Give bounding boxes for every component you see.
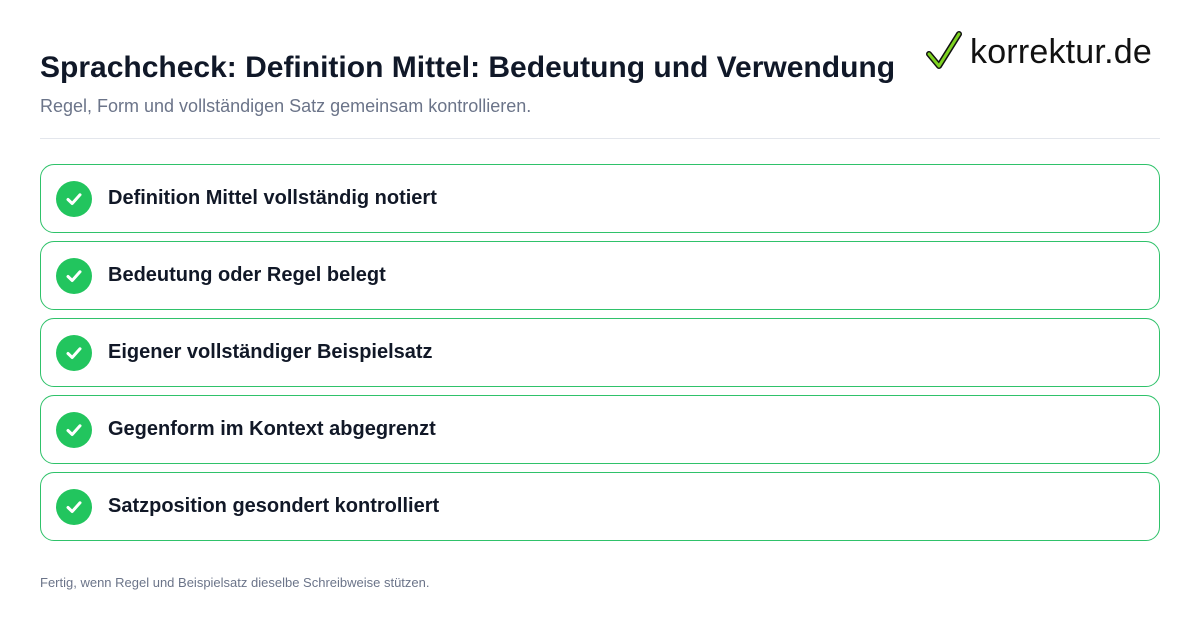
checklist: Definition Mittel vollständig notiert Be… bbox=[40, 164, 1160, 549]
page-header: Sprachcheck: Definition Mittel: Bedeutun… bbox=[40, 48, 920, 118]
checklist-item-label: Satzposition gesondert kontrolliert bbox=[108, 495, 440, 517]
checklist-item-label: Eigener vollständiger Beispielsatz bbox=[108, 341, 433, 363]
checkmark-icon bbox=[926, 31, 962, 69]
checklist-item-label: Definition Mittel vollständig notiert bbox=[108, 187, 437, 209]
check-circle-icon bbox=[56, 257, 92, 294]
checklist-item-label: Bedeutung oder Regel belegt bbox=[108, 264, 386, 286]
page-subtitle: Regel, Form und vollständigen Satz gemei… bbox=[40, 96, 532, 116]
footer-note: Fertig, wenn Regel und Beispielsatz dies… bbox=[40, 575, 430, 590]
checklist-item: Bedeutung oder Regel belegt bbox=[40, 241, 1160, 310]
header-divider bbox=[40, 138, 1160, 139]
checklist-item: Eigener vollständiger Beispielsatz bbox=[40, 318, 1160, 387]
checklist-item: Satzposition gesondert kontrolliert bbox=[40, 472, 1160, 541]
check-circle-icon bbox=[56, 411, 92, 448]
check-circle-icon bbox=[56, 488, 92, 525]
checklist-item: Gegenform im Kontext abgegrenzt bbox=[40, 395, 1160, 464]
check-circle-icon bbox=[56, 180, 92, 217]
checklist-item-label: Gegenform im Kontext abgegrenzt bbox=[108, 418, 436, 440]
brand-logo-text: korrektur.de bbox=[970, 33, 1152, 71]
brand-logo[interactable]: korrektur.de bbox=[926, 28, 1152, 76]
check-circle-icon bbox=[56, 334, 92, 371]
checklist-item: Definition Mittel vollständig notiert bbox=[40, 164, 1160, 233]
page-title: Sprachcheck: Definition Mittel: Bedeutun… bbox=[40, 51, 896, 84]
